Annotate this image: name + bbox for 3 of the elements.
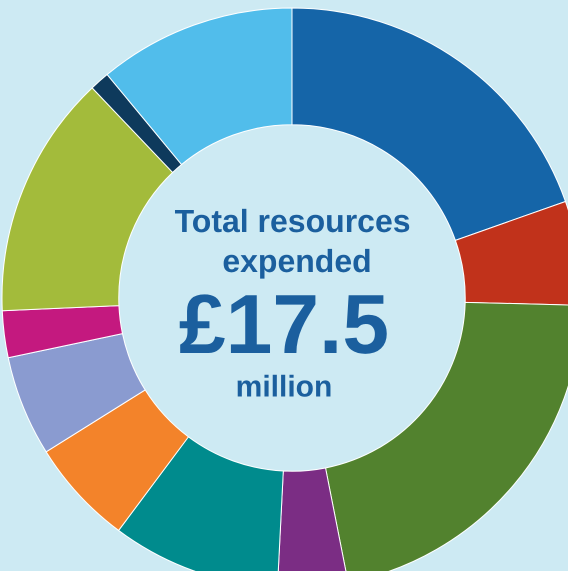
text: £17.5 [178,277,390,371]
text: million [236,370,332,404]
text: Total resources expended [174,203,420,279]
